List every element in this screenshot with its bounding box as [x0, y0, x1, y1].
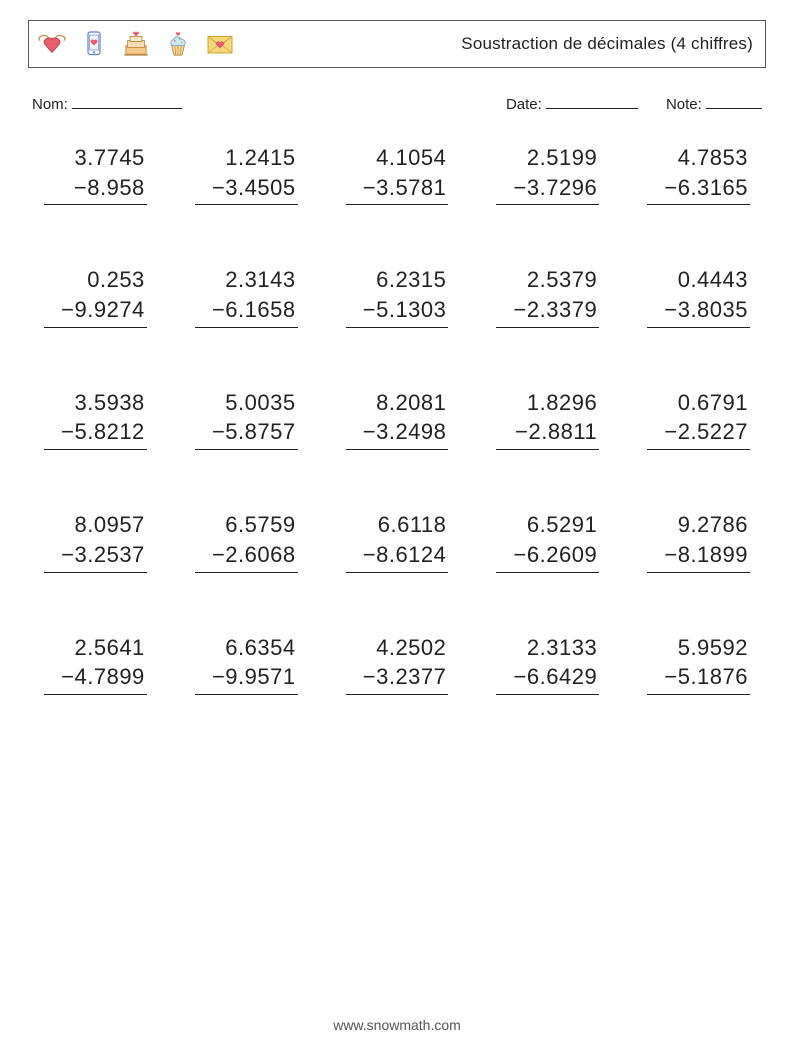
- problem: 2.3133−6.6429: [496, 633, 599, 695]
- problem: 4.7853−6.3165: [647, 143, 750, 205]
- subtrahend: −6.6429: [496, 662, 599, 695]
- subtrahend: −8.958: [44, 173, 147, 206]
- minuend: 2.3143: [195, 265, 298, 295]
- problem: 5.0035−5.8757: [195, 388, 298, 450]
- problem: 0.253−9.9274: [44, 265, 147, 327]
- note-label: Note:: [666, 96, 702, 113]
- worksheet-title: Soustraction de décimales (4 chiffres): [461, 34, 753, 54]
- minuend: 5.9592: [647, 633, 750, 663]
- subtrahend: −6.3165: [647, 173, 750, 206]
- subtrahend: −3.2377: [346, 662, 449, 695]
- minuend: 8.0957: [44, 510, 147, 540]
- minuend: 6.6354: [195, 633, 298, 663]
- minuend: 6.6118: [346, 510, 449, 540]
- winged-heart-icon: [35, 27, 69, 61]
- subtrahend: −8.1899: [647, 540, 750, 573]
- subtrahend: −2.5227: [647, 417, 750, 450]
- problem: 2.5641−4.7899: [44, 633, 147, 695]
- subtrahend: −6.2609: [496, 540, 599, 573]
- minuend: 4.2502: [346, 633, 449, 663]
- subtrahend: −6.1658: [195, 295, 298, 328]
- problem: 6.5291−6.2609: [496, 510, 599, 572]
- subtrahend: −3.2537: [44, 540, 147, 573]
- problems-grid: 3.7745−8.958 1.2415−3.4505 4.1054−3.5781 2.…: [28, 143, 766, 695]
- problem: 2.5199−3.7296: [496, 143, 599, 205]
- minuend: 8.2081: [346, 388, 449, 418]
- cupcake-icon: [161, 27, 195, 61]
- minuend: 0.6791: [647, 388, 750, 418]
- subtrahend: −5.1876: [647, 662, 750, 695]
- subtrahend: −5.1303: [346, 295, 449, 328]
- note-blank: [706, 94, 762, 109]
- problem: 1.2415−3.4505: [195, 143, 298, 205]
- minuend: 0.253: [44, 265, 147, 295]
- subtrahend: −3.7296: [496, 173, 599, 206]
- minuend: 3.7745: [44, 143, 147, 173]
- problem: 0.4443−3.8035: [647, 265, 750, 327]
- subtrahend: −3.4505: [195, 173, 298, 206]
- subtrahend: −4.7899: [44, 662, 147, 695]
- subtrahend: −9.9571: [195, 662, 298, 695]
- minuend: 4.7853: [647, 143, 750, 173]
- problem: 8.0957−3.2537: [44, 510, 147, 572]
- minuend: 6.5759: [195, 510, 298, 540]
- problem: 6.5759−2.6068: [195, 510, 298, 572]
- problem: 8.2081−3.2498: [346, 388, 449, 450]
- subtrahend: −2.3379: [496, 295, 599, 328]
- minuend: 0.4443: [647, 265, 750, 295]
- problem: 9.2786−8.1899: [647, 510, 750, 572]
- subtrahend: −3.5781: [346, 173, 449, 206]
- problem: 6.2315−5.1303: [346, 265, 449, 327]
- subtrahend: −8.6124: [346, 540, 449, 573]
- problem: 0.6791−2.5227: [647, 388, 750, 450]
- header-icons: [35, 27, 237, 61]
- minuend: 1.2415: [195, 143, 298, 173]
- subtrahend: −2.8811: [496, 417, 599, 450]
- problem: 1.8296−2.8811: [496, 388, 599, 450]
- problem: 2.3143−6.1658: [195, 265, 298, 327]
- problem: 3.7745−8.958: [44, 143, 147, 205]
- problem: 5.9592−5.1876: [647, 633, 750, 695]
- minuend: 5.0035: [195, 388, 298, 418]
- subtrahend: −3.2498: [346, 417, 449, 450]
- subtrahend: −9.9274: [44, 295, 147, 328]
- problem: 2.5379−2.3379: [496, 265, 599, 327]
- header-bar: Soustraction de décimales (4 chiffres): [28, 20, 766, 68]
- problem: 4.2502−3.2377: [346, 633, 449, 695]
- phone-heart-icon: [77, 27, 111, 61]
- date-label: Date:: [506, 96, 542, 113]
- footer-text: www.snowmath.com: [0, 1017, 794, 1033]
- minuend: 2.5199: [496, 143, 599, 173]
- subtrahend: −3.8035: [647, 295, 750, 328]
- date-blank: [546, 94, 638, 109]
- minuend: 4.1054: [346, 143, 449, 173]
- minuend: 1.8296: [496, 388, 599, 418]
- subtrahend: −2.6068: [195, 540, 298, 573]
- problem: 4.1054−3.5781: [346, 143, 449, 205]
- problem: 3.5938−5.8212: [44, 388, 147, 450]
- love-letter-icon: [203, 27, 237, 61]
- minuend: 2.3133: [496, 633, 599, 663]
- minuend: 9.2786: [647, 510, 750, 540]
- problem: 6.6354−9.9571: [195, 633, 298, 695]
- minuend: 6.2315: [346, 265, 449, 295]
- problem: 6.6118−8.6124: [346, 510, 449, 572]
- subtrahend: −5.8757: [195, 417, 298, 450]
- minuend: 2.5641: [44, 633, 147, 663]
- subtrahend: −5.8212: [44, 417, 147, 450]
- cake-icon: [119, 27, 153, 61]
- name-blank: [72, 94, 182, 109]
- minuend: 6.5291: [496, 510, 599, 540]
- name-label: Nom:: [32, 96, 68, 113]
- minuend: 3.5938: [44, 388, 147, 418]
- minuend: 2.5379: [496, 265, 599, 295]
- meta-row: Nom: Date: Note:: [28, 94, 766, 113]
